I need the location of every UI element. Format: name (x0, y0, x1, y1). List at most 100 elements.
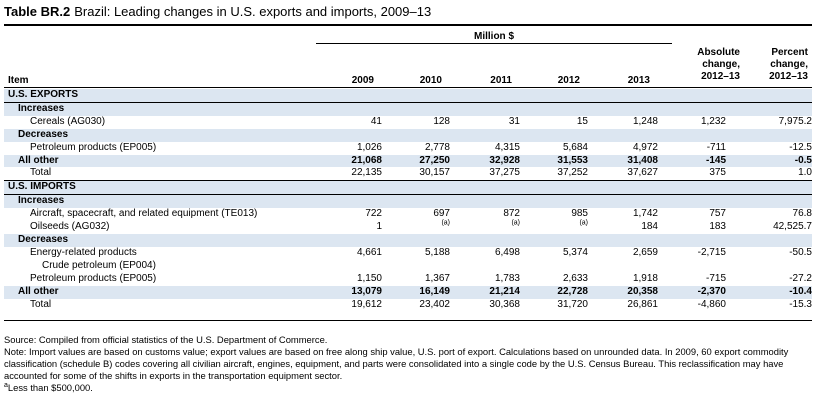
value-cell: 76.8 (792, 208, 812, 220)
value-cell (726, 128, 812, 142)
value-cell: 1,783 (494, 272, 520, 284)
value-cell: -711 (706, 141, 726, 153)
table-row: Crude petroleum (EP004) (4, 260, 812, 273)
table-row: Energy-related products 4,661 5,188 6,498 5,… (4, 247, 812, 260)
value-cell: 22,135 (351, 167, 382, 179)
value-cell (520, 101, 588, 116)
row-label: U.S. IMPORTS (4, 180, 316, 195)
value-cell: 1,026 (356, 141, 382, 153)
row-label: U.S. EXPORTS (4, 89, 316, 103)
row-label: Oilseeds (AG032) (30, 221, 110, 233)
year-header-2010: 2010 (419, 75, 442, 86)
value-cell: 32,928 (450, 154, 520, 168)
value-cell: 37,275 (489, 167, 520, 179)
value-cell: -27.2 (789, 272, 812, 284)
value-cell (520, 180, 588, 195)
row-label: Petroleum products (EP005) (30, 141, 157, 153)
value-cell: -12.5 (789, 141, 812, 153)
value-cell (520, 233, 588, 247)
value-cell (726, 101, 812, 116)
value-cell (726, 180, 812, 195)
value-cell: 1,150 (356, 272, 382, 284)
value-cell: 1,248 (632, 115, 658, 127)
general-note: Note: Import values are based on customs… (4, 346, 789, 381)
value-cell (450, 180, 520, 195)
million-dollars-header: Million $ (474, 31, 514, 42)
value-cell: 30,368 (489, 298, 520, 310)
value-cell: 42,525.7 (773, 221, 812, 233)
value-cell (316, 89, 382, 103)
value-cell: 31,720 (557, 298, 588, 310)
table-row: Decreases (4, 128, 812, 142)
value-cell: 4,972 (632, 141, 658, 153)
value-cell (450, 128, 520, 142)
value-cell: 872 (503, 208, 520, 220)
value-cell: 5,374 (562, 246, 588, 258)
value-cell: 1,232 (700, 115, 726, 127)
value-cell (726, 260, 812, 273)
absolute-header-line-2: change, (702, 59, 740, 70)
table-row: Aircraft, spacecraft, and related equipm… (4, 208, 812, 221)
value-cell: 5,188 (424, 246, 450, 258)
row-label: Decreases (4, 128, 316, 142)
value-cell: 41 (370, 115, 382, 127)
value-cell (450, 194, 520, 209)
value-cell: 1,742 (632, 208, 658, 220)
value-cell: 23,402 (419, 298, 450, 310)
value-cell (658, 233, 726, 247)
percent-change-header: Percent change, 2012–13 (748, 47, 808, 83)
value-cell (450, 233, 520, 247)
value-cell (658, 260, 726, 273)
value-cell: 21,068 (316, 154, 382, 168)
value-cell: -145 (658, 154, 726, 168)
table-row: U.S. IMPORTS (4, 180, 812, 195)
value-cell (382, 180, 450, 195)
value-cell: (a) (450, 219, 520, 234)
value-cell: -10.4 (726, 285, 812, 299)
value-cell: 183 (709, 221, 726, 233)
value-cell: 30,157 (419, 167, 450, 179)
year-header-2009: 2009 (351, 75, 374, 86)
value-cell (726, 233, 812, 247)
absolute-header-line-3: 2012–13 (701, 71, 740, 82)
value-cell: 13,079 (316, 285, 382, 299)
value-cell: 697 (433, 208, 450, 220)
value-cell: 2,778 (424, 141, 450, 153)
value-cell (382, 89, 450, 103)
value-cell: 31 (508, 115, 520, 127)
table-row: Oilseeds (AG032) 1 (a) (a) (a) 184 183 42,525.7 (4, 219, 812, 234)
value-cell: 31,553 (520, 154, 588, 168)
value-cell (520, 128, 588, 142)
value-cell (316, 101, 382, 116)
value-cell (520, 194, 588, 209)
row-label: Cereals (AG030) (30, 115, 106, 127)
table-row: Cereals (AG030) 41 128 31 15 1,248 1,232 7,975.… (4, 116, 812, 129)
value-cell: 1 (376, 221, 382, 233)
value-cell: 1.0 (798, 167, 812, 179)
table-row: Petroleum products (EP005) 1,026 2,778 4,31… (4, 142, 812, 155)
value-cell: (a) (382, 220, 450, 234)
table-row: Increases (4, 194, 812, 209)
value-cell: 21,214 (450, 285, 520, 299)
value-cell (588, 260, 658, 273)
value-cell (316, 260, 382, 273)
year-header-2013: 2013 (627, 75, 650, 86)
table-title: Table BR.2 Brazil: Leading changes in U.S… (4, 4, 431, 19)
value-cell: 2,659 (632, 246, 658, 258)
row-label: Decreases (4, 233, 316, 247)
table-notes: Source: Compiled from official statistic… (4, 334, 816, 394)
footnote-ref: (a) (511, 219, 520, 227)
table-row: All other 13,079 16,149 21,214 22,728 20,358-… (4, 285, 812, 299)
value-cell (658, 194, 726, 209)
value-cell: 4,661 (356, 246, 382, 258)
value-cell: 1,918 (632, 272, 658, 284)
row-label: Aircraft, spacecraft, and related equipm… (30, 208, 258, 220)
row-label: Crude petroleum (EP004) (42, 259, 156, 271)
table-row: Total 22,135 30,157 37,275 37,252 37,627 375 1.… (4, 167, 812, 180)
value-cell (316, 194, 382, 209)
value-cell: 37,627 (627, 167, 658, 179)
value-cell (450, 101, 520, 116)
value-cell (316, 180, 382, 195)
value-cell (726, 89, 812, 103)
value-cell: 16,149 (382, 285, 450, 299)
